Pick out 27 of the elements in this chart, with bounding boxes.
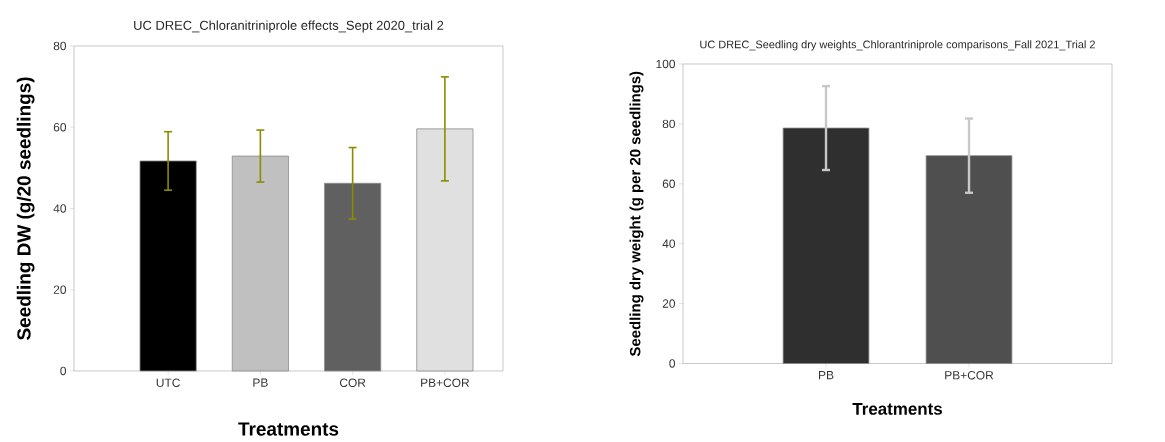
y-axis-title: Seedling dry weight (g per 20 seedlings) — [629, 71, 644, 357]
x-axis-title: Treatments — [238, 422, 339, 436]
x-tick-label: PB — [819, 371, 834, 380]
x-tick-label: PB — [253, 378, 268, 387]
y-tick-label: 20 — [53, 285, 67, 294]
y-tick-label: 60 — [662, 179, 676, 189]
chart-title: UC DREC_Chloranitriniprole effects_Sept 2020_trial 2 — [134, 20, 444, 33]
y-tick-label: 20 — [662, 299, 676, 308]
x-tick-label: PB+COR — [945, 371, 994, 380]
bar — [231, 155, 289, 372]
y-tick-label: 0 — [669, 359, 676, 368]
y-tick-label: 40 — [53, 204, 67, 213]
y-tick-label: 60 — [53, 123, 67, 132]
bar — [416, 128, 474, 372]
bar — [139, 160, 197, 372]
y-tick-label: 80 — [53, 41, 67, 51]
chart-title: UC DREC_Seedling dry weights_Chlorantriniprole comparisons_Fall 2021_Trial 2 — [700, 40, 1095, 51]
y-tick-label: 100 — [656, 59, 676, 69]
y-tick-label: 80 — [662, 119, 676, 129]
x-tick-label: COR — [339, 378, 366, 387]
x-tick-label: UTC — [156, 378, 180, 387]
bar — [324, 182, 382, 372]
x-axis-title: Treatments — [852, 403, 942, 415]
y-tick-label: 40 — [662, 239, 676, 248]
y-axis-title: Seedling DW (g/20 seedlings) — [16, 77, 35, 340]
x-tick-label: PB+COR — [421, 378, 470, 387]
y-tick-label: 0 — [60, 366, 67, 376]
